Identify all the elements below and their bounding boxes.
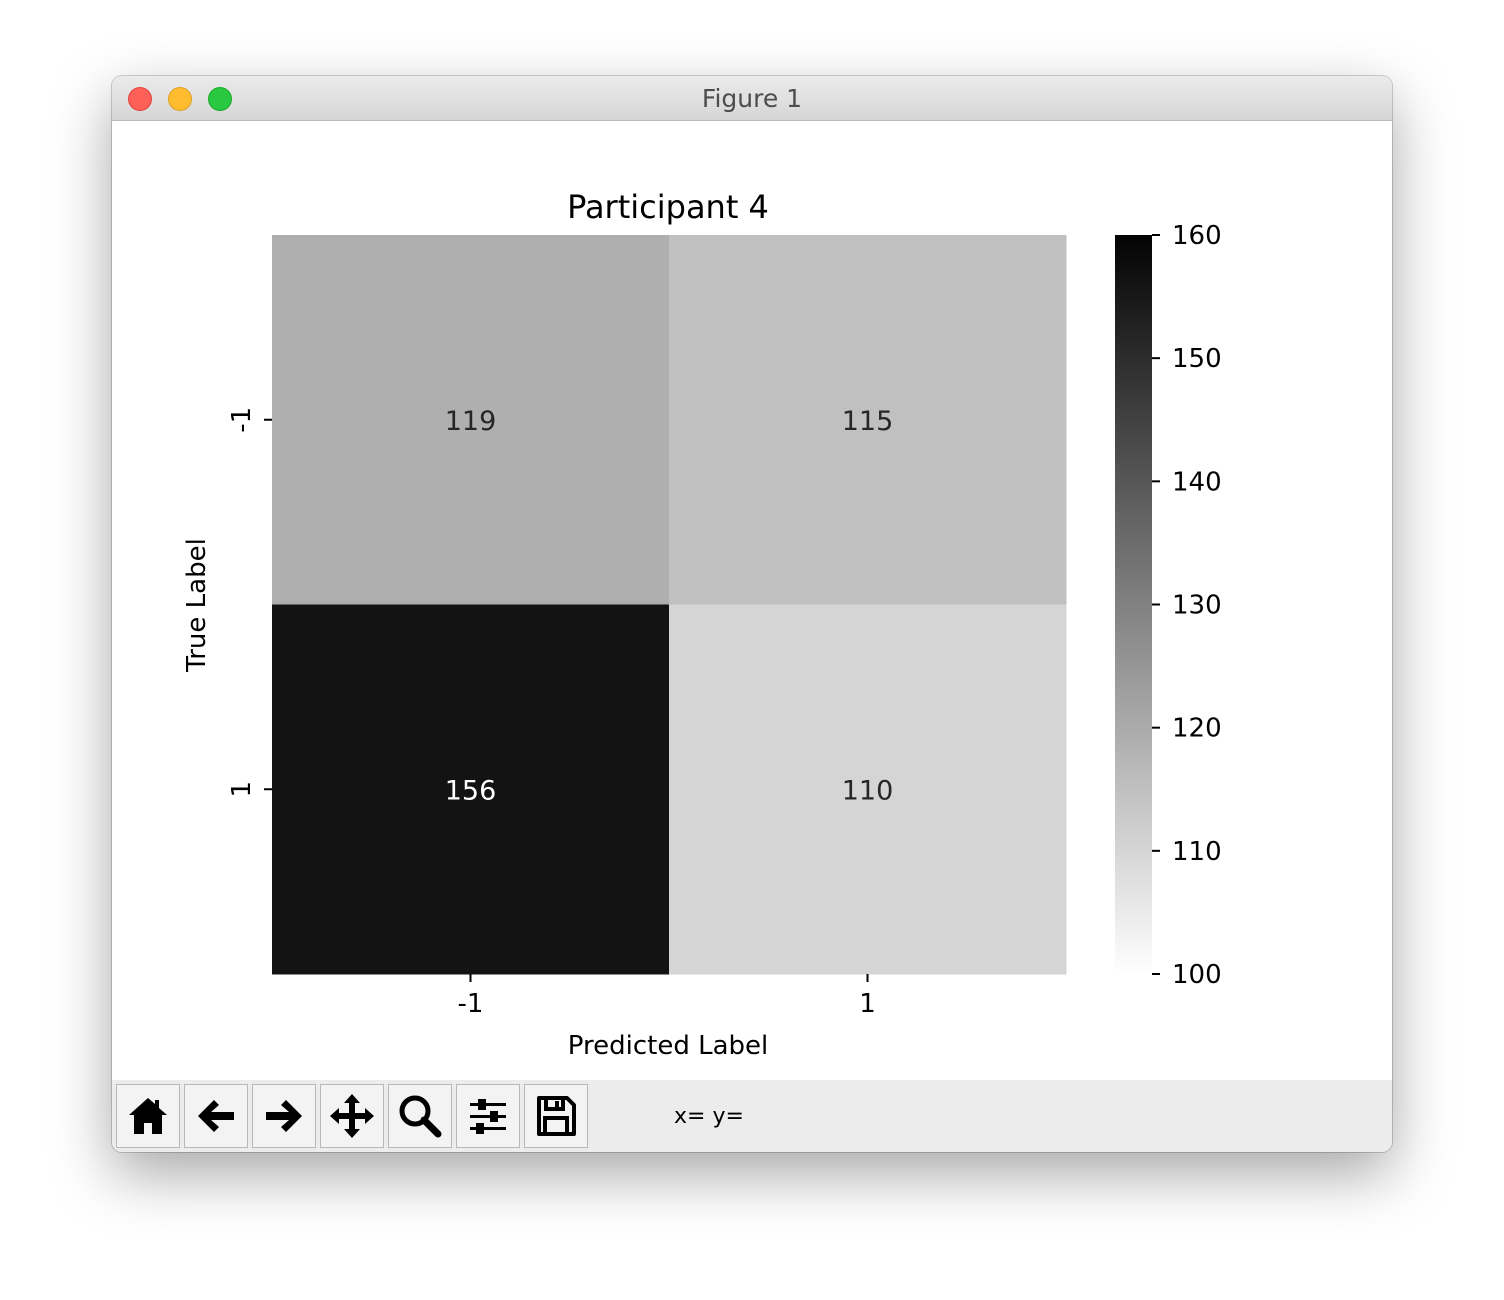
close-window-button[interactable] <box>128 87 152 111</box>
colorbar <box>1115 235 1152 974</box>
zoom-button[interactable] <box>388 1084 452 1148</box>
minimize-window-button[interactable] <box>168 87 192 111</box>
y-axis-label: True Label <box>182 538 212 673</box>
heatmap-cell <box>272 235 670 605</box>
title-bar[interactable]: Figure 1 <box>112 76 1392 121</box>
configure-subplots-button[interactable] <box>456 1084 520 1148</box>
colorbar-tick-label: 150 <box>1172 344 1222 374</box>
heatmap-cell <box>272 604 670 975</box>
colorbar-tick-label: 100 <box>1172 960 1222 990</box>
y-tick-label: 1 <box>227 781 257 798</box>
cursor-coordinates: x= y= <box>674 1104 744 1129</box>
figure-canvas[interactable]: Participant 4 119 115 156 110 -1 1 -1 1 Predi… <box>112 120 1392 1080</box>
y-tick-label: -1 <box>227 407 257 433</box>
arrow-left-icon <box>198 1100 234 1132</box>
heatmap-cell <box>669 235 1067 605</box>
colorbar-tick-label: 120 <box>1172 714 1222 744</box>
magnifier-icon <box>399 1095 442 1138</box>
window-title: Figure 1 <box>701 84 803 113</box>
colorbar-tick-label: 140 <box>1172 467 1222 497</box>
heatmap-cell <box>669 604 1067 975</box>
forward-button[interactable] <box>252 1084 316 1148</box>
save-button[interactable] <box>524 1084 588 1148</box>
colorbar-tick-label: 130 <box>1172 591 1222 621</box>
x-axis-label: Predicted Label <box>568 1031 768 1061</box>
cell-value-label: 156 <box>445 775 497 806</box>
pan-button[interactable] <box>320 1084 384 1148</box>
move-arrows-icon <box>330 1094 374 1138</box>
chart-title: Participant 4 <box>567 188 769 226</box>
cell-value-label: 115 <box>842 406 894 437</box>
cell-value-label: 119 <box>445 406 497 437</box>
cell-value-label: 110 <box>842 775 894 806</box>
zoom-window-button[interactable] <box>208 87 232 111</box>
heatmap-chart[interactable]: Participant 4 119 115 156 110 -1 1 -1 1 Predi… <box>112 120 1392 1080</box>
x-tick-label: -1 <box>458 989 484 1019</box>
arrow-right-icon <box>266 1100 302 1132</box>
colorbar-tick-label: 110 <box>1172 837 1222 867</box>
sliders-icon <box>470 1099 506 1134</box>
back-button[interactable] <box>184 1084 248 1148</box>
colorbar-tick-label: 160 <box>1172 221 1222 251</box>
home-button[interactable] <box>116 1084 180 1148</box>
x-tick-label: 1 <box>859 989 876 1019</box>
figure-window: Figure 1 Participant 4 119 115 156 110 -1 1 … <box>112 76 1392 1152</box>
floppy-disk-icon <box>537 1096 576 1136</box>
home-icon <box>129 1098 167 1134</box>
navigation-toolbar: x= y= <box>112 1080 1392 1152</box>
